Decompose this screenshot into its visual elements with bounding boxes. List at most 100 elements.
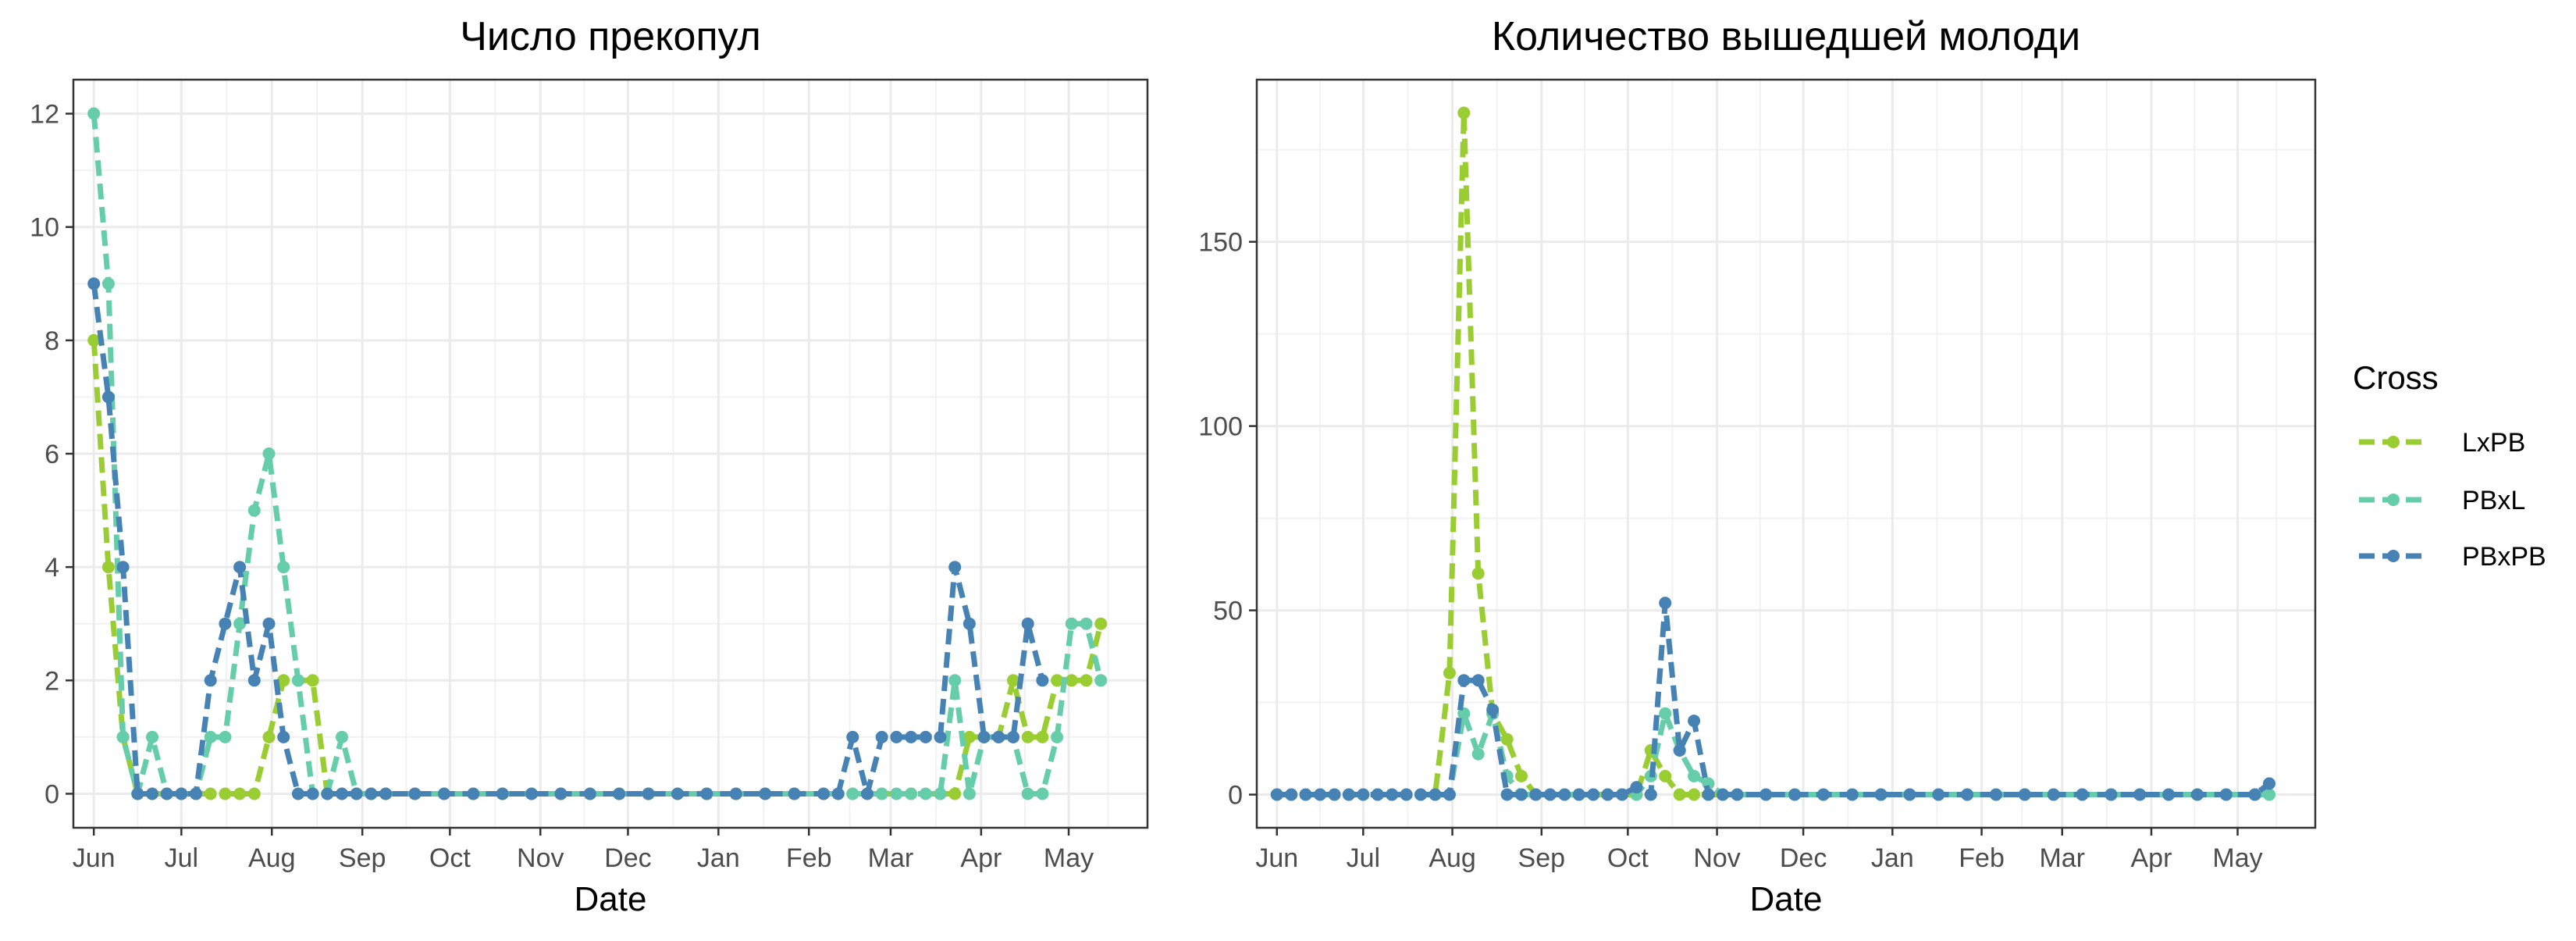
data-point-pbxpb xyxy=(1659,597,1672,610)
data-point-pbxl xyxy=(1471,747,1485,761)
data-point-pbxpb xyxy=(1688,715,1701,728)
y-tick-label: 0 xyxy=(1228,781,1243,811)
data-point-pbxpb xyxy=(321,787,334,800)
data-point-pbxl xyxy=(2263,788,2275,801)
data-point-pbxpb xyxy=(525,787,538,800)
data-point-pbxl xyxy=(1036,787,1049,800)
data-point-pbxl xyxy=(219,730,232,743)
x-axis-label: Date xyxy=(1750,880,1823,918)
series-pbxpb xyxy=(87,277,1049,800)
data-point-pbxpb xyxy=(190,787,202,800)
data-point-pbxpb xyxy=(350,787,363,800)
x-axis-label: Date xyxy=(575,880,647,918)
data-point-pbxpb xyxy=(306,787,319,800)
data-point-pbxl xyxy=(948,674,962,687)
data-point-pbxpb xyxy=(247,674,261,687)
data-point-pbxpb xyxy=(116,561,130,574)
x-tick-label: Oct xyxy=(1607,843,1649,873)
x-tick-label: Aug xyxy=(248,843,296,873)
data-point-lxpb xyxy=(1080,674,1093,687)
data-point-pbxpb xyxy=(1414,788,1427,801)
data-point-pbxpb xyxy=(1845,788,1859,801)
data-point-pbxpb xyxy=(2263,777,2275,790)
data-point-pbxpb xyxy=(759,787,772,800)
data-point-pbxpb xyxy=(204,674,217,687)
data-point-pbxpb xyxy=(1021,617,1034,630)
data-point-pbxpb xyxy=(2076,788,2089,801)
data-point-lxpb xyxy=(1065,674,1078,687)
data-point-pbxpb xyxy=(962,617,976,630)
data-point-lxpb xyxy=(306,674,319,687)
data-point-pbxpb xyxy=(831,787,845,800)
data-point-pbxl xyxy=(291,674,304,687)
data-point-lxpb xyxy=(1500,732,1514,746)
data-point-pbxpb xyxy=(262,617,276,630)
x-tick-label: Mar xyxy=(2039,843,2085,873)
data-point-pbxl xyxy=(247,504,261,517)
data-point-pbxl xyxy=(1457,707,1471,720)
x-tick-label: Apr xyxy=(960,843,1002,873)
data-point-pbxl xyxy=(1094,674,1108,687)
y-tick-label: 10 xyxy=(30,213,59,243)
data-point-pbxpb xyxy=(1036,674,1049,687)
legend-item-pbxl: PBxL xyxy=(2359,486,2525,515)
data-point-lxpb xyxy=(204,787,217,800)
data-point-pbxpb xyxy=(1285,788,1298,801)
x-tick-label: Jan xyxy=(1871,843,1914,873)
data-point-lxpb xyxy=(1036,730,1049,743)
chart-title: Число прекопул xyxy=(460,14,761,59)
data-point-lxpb xyxy=(1007,674,1019,687)
data-point-pbxpb xyxy=(496,787,509,800)
data-point-pbxl xyxy=(87,107,101,120)
panel-precopula: Jun Jul Aug Sep Oct Nov Dec Jan Feb Mar Apr May 0 2 4 6… xyxy=(30,14,1149,918)
data-point-pbxpb xyxy=(1357,788,1370,801)
data-point-pbxpb xyxy=(2248,788,2261,801)
y-tick-label: 6 xyxy=(44,440,59,469)
data-point-lxpb xyxy=(101,561,115,574)
data-point-pbxpb xyxy=(2219,788,2233,801)
y-tick-label: 8 xyxy=(44,326,59,356)
x-tick-label: Oct xyxy=(429,843,471,873)
data-point-pbxl xyxy=(146,730,158,743)
data-point-pbxpb xyxy=(890,730,903,743)
data-point-pbxpb xyxy=(2162,788,2176,801)
data-point-pbxpb xyxy=(1558,788,1571,801)
data-point-pbxpb xyxy=(1644,788,1657,801)
data-point-pbxl xyxy=(1080,617,1093,630)
data-point-pbxpb xyxy=(1630,781,1643,794)
data-point-pbxpb xyxy=(729,787,742,800)
data-point-pbxpb xyxy=(861,787,873,800)
data-point-pbxpb xyxy=(233,561,247,574)
data-point-pbxl xyxy=(875,787,888,800)
x-tick-label: Jun xyxy=(1255,843,1298,873)
data-point-pbxl xyxy=(1659,707,1672,720)
x-tick-label: Feb xyxy=(786,843,832,873)
data-point-pbxpb xyxy=(992,730,1005,743)
data-point-pbxpb xyxy=(1961,788,1974,801)
x-tick-label: May xyxy=(2212,843,2262,873)
data-point-lxpb xyxy=(1688,788,1701,801)
y-tick-label: 100 xyxy=(1198,412,1243,442)
data-point-pbxpb xyxy=(467,787,480,800)
data-point-lxpb xyxy=(948,787,962,800)
data-point-pbxpb xyxy=(1314,788,1327,801)
data-point-pbxpb xyxy=(219,617,232,630)
data-point-pbxpb xyxy=(379,787,393,800)
data-point-pbxpb xyxy=(583,787,596,800)
legend-label-pbxl: PBxL xyxy=(2462,486,2525,515)
data-point-pbxpb xyxy=(1007,730,1019,743)
legend-label-pbxpb: PBxPB xyxy=(2462,542,2546,572)
legend-item-lxpb: LxPB xyxy=(2359,428,2525,458)
data-point-pbxl xyxy=(1051,730,1064,743)
data-point-lxpb xyxy=(1659,769,1672,782)
chart-title: Количество вышедшей молоди xyxy=(1492,14,2080,59)
y-tick-label: 150 xyxy=(1198,228,1243,258)
x-tick-label: Mar xyxy=(868,843,914,873)
data-point-pbxl xyxy=(101,277,115,290)
data-point-lxpb xyxy=(1471,567,1485,580)
data-point-pbxpb xyxy=(1572,788,1585,801)
data-point-lxpb xyxy=(1515,769,1528,782)
data-point-pbxl xyxy=(336,730,348,743)
data-point-pbxpb xyxy=(1759,788,1773,801)
